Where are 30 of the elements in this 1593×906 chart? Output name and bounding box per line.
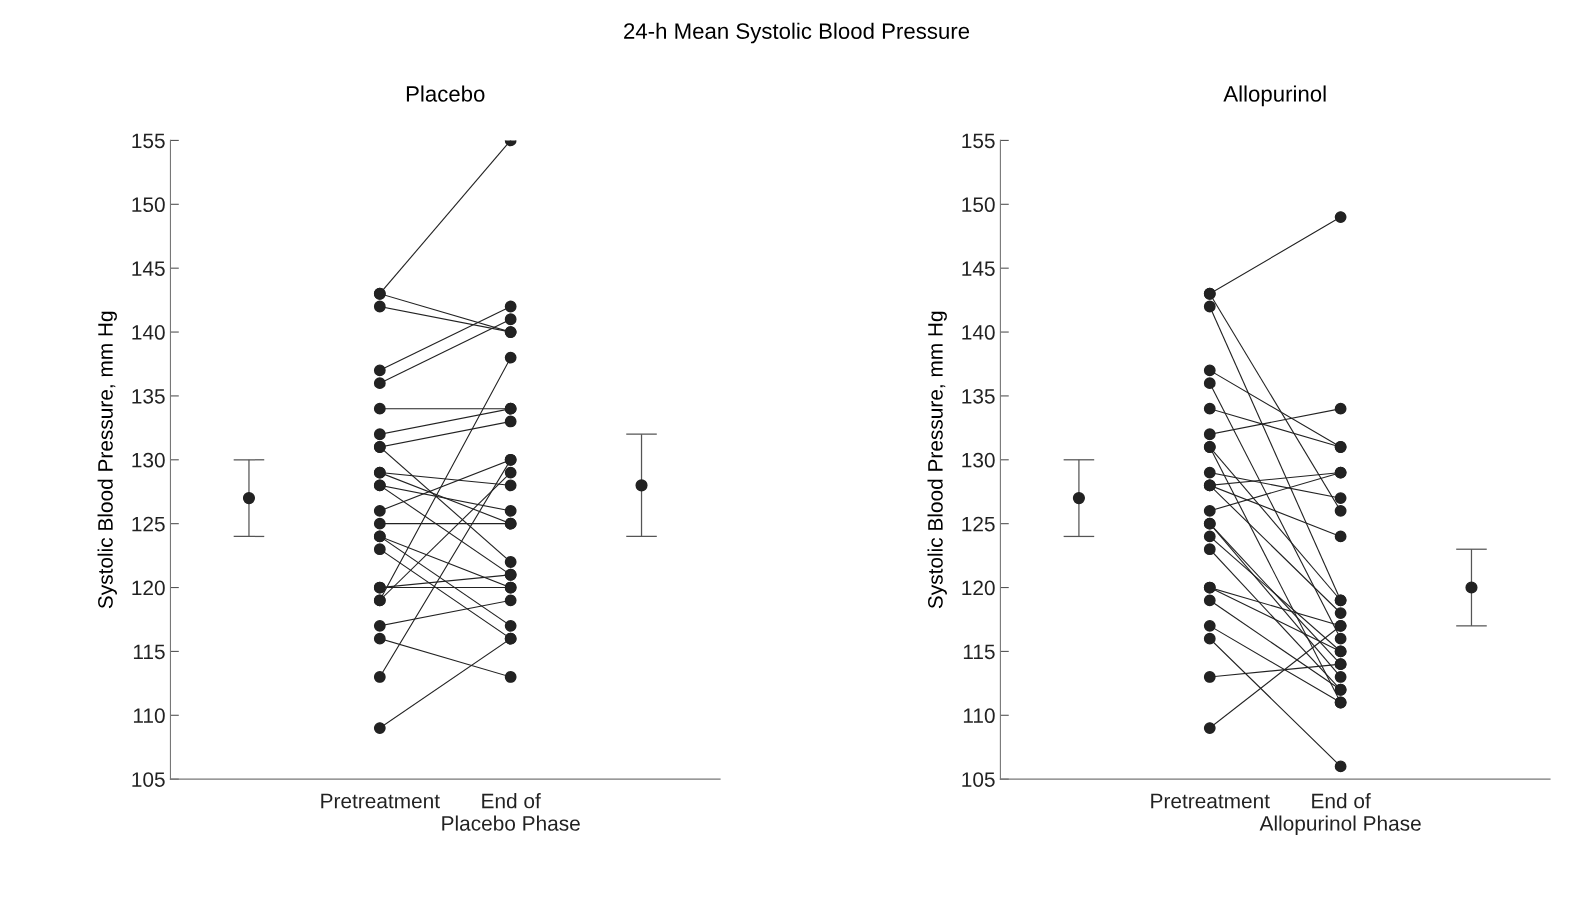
y-tick-label: 155 xyxy=(962,133,995,149)
y-tick-label: 135 xyxy=(132,388,165,404)
y-tick-label: 140 xyxy=(132,325,165,340)
y-tick-label: 125 xyxy=(962,516,995,532)
x-tick-label: End of Placebo Phase xyxy=(442,793,580,831)
y-tick-label: 145 xyxy=(962,261,995,276)
y-tick-label: 150 xyxy=(962,197,995,213)
y-tick-label: 150 xyxy=(132,197,165,213)
x-tick-label: Pretreatment xyxy=(1151,793,1270,809)
chart-title: Allopurinol xyxy=(1223,85,1326,107)
y-tick-label: 135 xyxy=(962,388,995,404)
y-tick-label: 120 xyxy=(132,580,165,596)
y-tick-label: 145 xyxy=(132,261,165,276)
y-axis-title: Systolic Blood Pressure, mm Hg xyxy=(927,311,947,609)
chart-title: Placebo xyxy=(406,85,485,102)
x-tick-label: Pretreatment xyxy=(321,793,440,809)
text: 24-h Mean Systolic Blood Pressure xyxy=(624,22,970,44)
y-tick-label: 140 xyxy=(962,325,995,340)
y-tick-label: 110 xyxy=(133,708,165,724)
y-axis-title: Systolic Blood Pressure, mm Hg xyxy=(97,311,117,609)
y-tick-label: 105 xyxy=(132,772,165,787)
y-tick-label: 115 xyxy=(133,644,165,660)
y-tick-label: 130 xyxy=(962,452,995,468)
y-tick-label: 105 xyxy=(962,772,995,787)
y-tick-label: 120 xyxy=(962,580,995,596)
y-tick-label: 130 xyxy=(132,452,165,468)
y-tick-label: 110 xyxy=(963,708,995,724)
y-tick-label: 115 xyxy=(963,644,995,660)
y-tick-label: 125 xyxy=(132,516,165,532)
y-tick-label: 155 xyxy=(132,133,165,149)
